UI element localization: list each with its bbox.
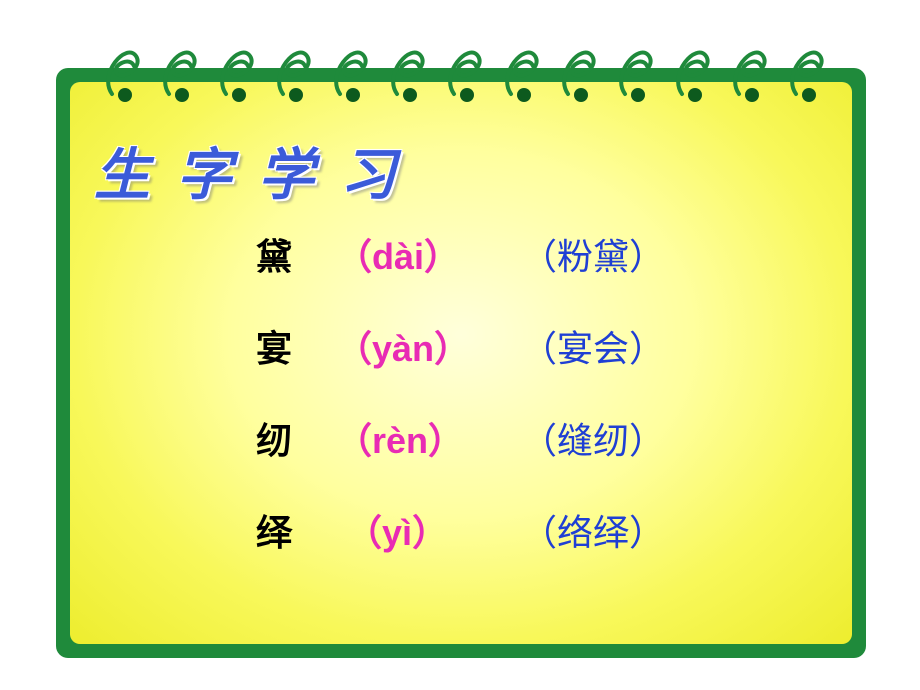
notepad: 生字学习 黛 （dài） （粉黛） 宴 （yàn） （宴会） 纫 （rèn） （… [56,38,866,658]
spiral-ring-icon [733,38,769,102]
vocab-word: （粉黛） [521,228,665,280]
vocab-pinyin: （yàn） [336,320,521,372]
spiral-ring-icon [619,38,655,102]
spiral-ring-icon [448,38,484,102]
lesson-title: 生字学习 [94,130,422,211]
spiral-ring-icon [334,38,370,102]
spiral-ring-icon [220,38,256,102]
vocab-char: 宴 [256,320,336,372]
vocab-entry: 纫 （rèn） （缝纫） [256,412,756,464]
spiral-ring-icon [277,38,313,102]
vocab-char: 纫 [256,412,336,464]
spiral-ring-icon [562,38,598,102]
vocab-pinyin: （dài） [336,228,521,280]
vocab-entry: 宴 （yàn） （宴会） [256,320,756,372]
vocab-pinyin: （rèn） [336,412,521,464]
spiral-ring-icon [505,38,541,102]
spiral-ring-icon [790,38,826,102]
vocab-char: 绎 [256,504,336,556]
spiral-ring-icon [391,38,427,102]
spiral-ring-icon [163,38,199,102]
spiral-ring-icon [106,38,142,102]
spiral-ring-icon [676,38,712,102]
spiral-binding [106,38,826,108]
vocab-entry: 绎 （yì） （络绎） [256,504,756,556]
vocab-word: （缝纫） [521,412,665,464]
vocab-char: 黛 [256,228,336,280]
vocab-list: 黛 （dài） （粉黛） 宴 （yàn） （宴会） 纫 （rèn） （缝纫） 绎… [256,228,756,596]
vocab-entry: 黛 （dài） （粉黛） [256,228,756,280]
vocab-word: （宴会） [521,320,665,372]
vocab-pinyin: （yì） [336,504,521,556]
vocab-word: （络绎） [521,504,665,556]
